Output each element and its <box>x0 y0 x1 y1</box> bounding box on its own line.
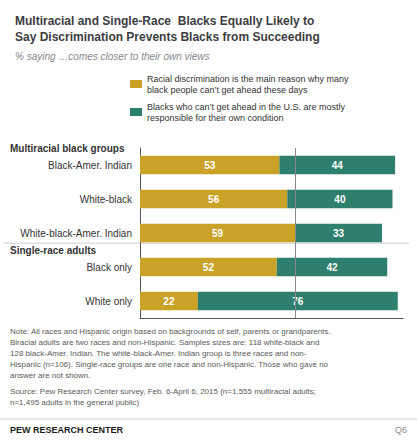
svg-text:53: 53 <box>204 160 216 171</box>
svg-text:% saying …comes closer to thei: % saying …comes closer to their own view… <box>15 51 210 62</box>
svg-text:40: 40 <box>334 194 346 205</box>
svg-text:Multiracial and Single-Race B: Multiracial and Single-Race Blacks Equal… <box>15 14 314 28</box>
svg-text:White only: White only <box>85 296 132 307</box>
svg-text:PEW RESEARCH CENTER: PEW RESEARCH CENTER <box>10 425 124 435</box>
svg-text:Note: All races and Hispanic o: Note: All races and Hispanic origin base… <box>10 327 331 336</box>
svg-text:Q6: Q6 <box>395 425 407 435</box>
svg-text:answer are not shown.: answer are not shown. <box>10 371 91 380</box>
svg-text:76: 76 <box>292 296 304 307</box>
svg-text:Source: Pew Research Center su: Source: Pew Research Center survey, Feb.… <box>10 387 316 396</box>
svg-text:Black only: Black only <box>86 262 132 273</box>
svg-text:Black-Amer. Indian: Black-Amer. Indian <box>48 160 132 171</box>
svg-text:128 black-Amer. Indian. The wh: 128 black-Amer. Indian. The white-black-… <box>10 349 307 358</box>
svg-text:59: 59 <box>212 228 224 239</box>
svg-text:Biracial adults are two races: Biracial adults are two races and non-Hi… <box>10 338 319 347</box>
svg-text:22: 22 <box>163 296 175 307</box>
svg-text:56: 56 <box>208 194 220 205</box>
svg-text:44: 44 <box>332 160 344 171</box>
svg-text:52: 52 <box>203 262 215 273</box>
svg-text:33: 33 <box>333 228 345 239</box>
svg-text:Single-race adults: Single-race adults <box>10 245 97 256</box>
svg-text:n=1,495 adults in the general: n=1,495 adults in the general public) <box>10 398 140 407</box>
svg-text:42: 42 <box>326 262 338 273</box>
svg-text:White-black: White-black <box>80 194 133 205</box>
svg-text:Hispanic (n=106). Single-race: Hispanic (n=106). Single-race groups are… <box>10 360 329 369</box>
svg-text:Say Discrimination Prevents Bl: Say Discrimination Prevents Blacks from … <box>15 30 320 44</box>
svg-text:Blacks who can’t get ahead in: Blacks who can’t get ahead in the U.S. a… <box>147 102 346 112</box>
svg-text:responsible for their own cond: responsible for their own condition <box>147 113 284 123</box>
svg-text:White-black-Amer. Indian: White-black-Amer. Indian <box>20 228 132 239</box>
svg-text:Multiracial black groups: Multiracial black groups <box>10 143 125 154</box>
svg-text:black people can’t get ahead t: black people can’t get ahead these days <box>147 85 308 95</box>
svg-text:Racial discrimination is the m: Racial discrimination is the main reason… <box>147 74 349 84</box>
